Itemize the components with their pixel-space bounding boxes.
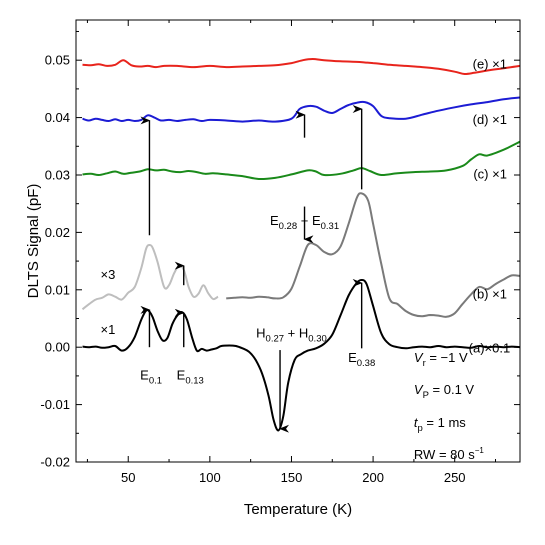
annotation-subscript: 0.28: [279, 221, 298, 232]
y-tick-label: 0.01: [45, 282, 70, 297]
y-tick-label: 0.05: [45, 53, 70, 68]
series-label: (a)×0.1: [469, 340, 511, 355]
x-tick-label: 100: [199, 470, 221, 485]
x-tick-label: 50: [121, 470, 135, 485]
annotation-subscript: 0.30: [308, 333, 327, 344]
parameter-superscript: −1: [475, 446, 485, 455]
series-label: (d) ×1: [473, 112, 507, 127]
parameter-value: = 0.1 V: [429, 382, 474, 397]
series-label: (b) ×1: [473, 286, 507, 301]
series-label: (e) ×1: [473, 57, 507, 72]
x-tick-label: 150: [281, 470, 303, 485]
parameter-subscript: r: [423, 358, 426, 369]
y-tick-label: 0.02: [45, 225, 70, 240]
parameter-symbol: V: [414, 382, 424, 397]
annotation-symbol: E: [177, 368, 186, 383]
annotation-symbol: H: [299, 325, 308, 340]
annotation-subscript: 0.13: [185, 376, 204, 387]
y-tick-label: 0.03: [45, 167, 70, 182]
parameter-symbol: RW: [414, 447, 436, 462]
parameter-value: = −1 V: [426, 350, 468, 365]
measurement-parameter: VP = 0.1 V: [414, 382, 475, 401]
parameter-value: = 80 s: [435, 447, 475, 462]
peak-annotation: H0.27 + H0.30: [256, 325, 327, 344]
annotation-symbol: E: [270, 213, 279, 228]
parameter-symbol: V: [414, 350, 424, 365]
peak-annotation: E0.38: [348, 350, 375, 369]
parameter-subscript: p: [418, 423, 423, 434]
annotation-subscript: 0.27: [266, 333, 285, 344]
series-line-2: [82, 140, 521, 181]
series-label: ×1: [100, 322, 115, 337]
annotation-subscript: 0.31: [321, 221, 340, 232]
series-label: ×3: [100, 267, 115, 282]
plot-frame: [75, 19, 521, 463]
series-line-1: [82, 96, 521, 123]
annotation-subscript: 0.1: [149, 376, 162, 387]
peak-annotation: E0.28 + E0.31: [270, 213, 339, 232]
y-tick-label: -0.02: [40, 455, 70, 470]
y-axis-title: DLTS Signal (pF): [25, 184, 42, 299]
annotation-symbol: E: [312, 213, 321, 228]
annotation-subscript: 0.38: [357, 358, 376, 369]
parameter-subscript: P: [423, 390, 429, 401]
series-label: (c) ×1: [473, 166, 507, 181]
series-line-4: [81, 243, 219, 311]
x-axis-title: Temperature (K): [244, 501, 352, 518]
y-tick-label: -0.01: [40, 397, 70, 412]
measurement-parameter: tp = 1 ms: [414, 415, 466, 434]
peak-annotation: E0.13: [177, 368, 204, 387]
x-axis-ticks: 50 100 150 200 250: [86, 20, 497, 485]
plot-area: (e) ×1(d) ×1(c) ×1(b) ×1(a)×0.1×3×1E0.1 E…: [81, 57, 521, 462]
y-axis-ticks: -0.02 -0.01 0.00 0.01 0.02 0.03 0.04 0.05: [40, 30, 520, 470]
x-tick-label: 250: [444, 470, 466, 485]
parameter-symbol: t: [414, 415, 419, 430]
measurement-parameter: RW = 80 s−1: [414, 446, 485, 462]
measurement-parameter: Vr = −1 V: [414, 350, 468, 369]
y-tick-label: 0.00: [45, 340, 70, 355]
series-line-0: [82, 58, 521, 76]
peak-annotation: E0.1: [140, 368, 162, 387]
annotation-connector: +: [284, 325, 299, 340]
annotation-connector: +: [297, 213, 312, 228]
x-tick-label: 200: [362, 470, 384, 485]
series-line-3: [226, 192, 521, 318]
annotation-symbol: E: [140, 368, 149, 383]
y-tick-label: 0.04: [45, 110, 70, 125]
parameter-value: = 1 ms: [423, 415, 466, 430]
annotation-symbol: E: [348, 350, 357, 365]
annotation-symbol: H: [256, 325, 265, 340]
